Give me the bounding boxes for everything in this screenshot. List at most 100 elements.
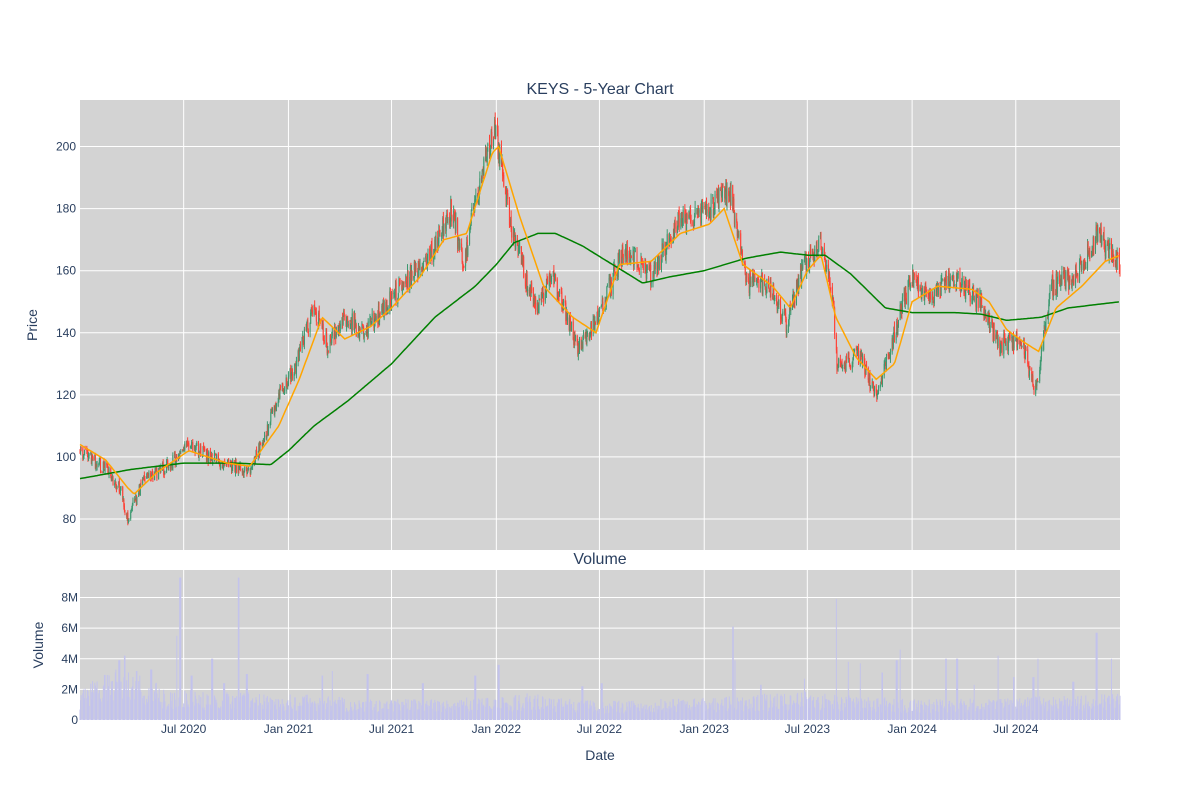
volume-bar — [913, 699, 915, 720]
volume-bar — [287, 700, 289, 720]
candle-body — [313, 304, 315, 315]
volume-bar — [1102, 707, 1104, 720]
candle-body — [1099, 232, 1101, 238]
volume-bar — [182, 707, 184, 720]
candle-body — [323, 338, 325, 342]
volume-bar — [928, 699, 930, 720]
candle-body — [346, 318, 348, 321]
volume-bar — [366, 674, 368, 720]
candle-body — [423, 260, 425, 262]
candle-body — [826, 265, 828, 270]
candle-body — [103, 469, 105, 471]
candle-body — [628, 253, 630, 261]
candle-body — [102, 471, 104, 473]
candle-body — [537, 308, 539, 311]
volume-bar — [374, 704, 376, 720]
volume-bar — [689, 709, 691, 720]
candle-body — [541, 292, 543, 298]
volume-bar — [214, 697, 216, 720]
volume-bar — [762, 710, 764, 720]
volume-bar — [1117, 693, 1119, 720]
volume-bar — [164, 701, 166, 720]
volume-bar — [341, 697, 343, 720]
volume-bar — [870, 707, 872, 720]
volume-bar — [593, 711, 595, 720]
volume-bar — [1023, 702, 1025, 720]
volume-bar — [1075, 699, 1077, 720]
candle-body — [166, 460, 168, 463]
volume-bar — [1004, 698, 1006, 720]
candle-body — [494, 120, 496, 138]
volume-bar — [166, 709, 168, 720]
candle-body — [957, 273, 959, 282]
volume-bar — [339, 706, 341, 720]
x-tick-label: Jul 2021 — [369, 722, 415, 736]
volume-bar — [805, 691, 807, 720]
volume-bar — [953, 710, 955, 720]
volume-bar — [660, 699, 662, 720]
volume-bar — [920, 700, 922, 720]
candle-body — [571, 322, 573, 331]
candle-body — [534, 296, 536, 304]
candle-body — [649, 265, 651, 269]
volume-bar — [325, 709, 327, 720]
volume-bar — [610, 706, 612, 720]
volume-bar — [979, 709, 981, 720]
volume-bar — [397, 699, 399, 720]
volume-bar — [883, 698, 885, 720]
volume-bar — [821, 708, 823, 720]
volume-bar — [369, 702, 371, 720]
volume-bar — [146, 698, 148, 720]
candle-body — [430, 244, 432, 246]
volume-bar — [329, 700, 331, 720]
volume-bar — [624, 711, 626, 720]
volume-bar — [1105, 709, 1107, 720]
volume-bar — [531, 709, 533, 720]
candle-body — [362, 327, 364, 328]
candle-body — [494, 119, 496, 136]
volume-bar — [110, 681, 112, 720]
candle-body — [780, 317, 782, 319]
candle-body — [674, 222, 676, 229]
candle-body — [418, 261, 420, 266]
volume-bar — [1081, 710, 1083, 720]
volume-bar — [1092, 707, 1094, 720]
volume-bar — [345, 711, 347, 720]
volume-bar — [94, 685, 96, 720]
volume-bar — [238, 577, 240, 720]
candle-body — [629, 258, 631, 263]
candle-body — [870, 388, 872, 389]
volume-bar — [560, 698, 562, 720]
candle-body — [879, 385, 881, 389]
volume-bar — [365, 701, 367, 720]
candle-body — [1092, 251, 1094, 253]
volume-panel-title: Volume — [573, 551, 626, 568]
candle-body — [633, 251, 635, 267]
volume-bar — [299, 705, 301, 720]
volume-bar — [234, 708, 236, 720]
candle-body — [128, 519, 130, 521]
volume-bar — [800, 701, 802, 720]
volume-bar — [347, 711, 349, 720]
volume-bar — [1079, 709, 1081, 720]
volume-bar — [246, 674, 248, 720]
volume-bar — [997, 655, 999, 720]
candle-body — [864, 361, 866, 375]
candle-body — [131, 508, 133, 510]
volume-bar — [813, 706, 815, 720]
candle-body — [540, 293, 542, 300]
candle-body — [267, 425, 269, 433]
volume-bar — [451, 705, 453, 720]
volume-bar — [641, 711, 643, 720]
volume-bar — [965, 705, 967, 720]
volume-bar — [674, 706, 676, 720]
volume-bar — [386, 701, 388, 720]
volume-bar — [323, 700, 325, 720]
candle-body — [343, 312, 345, 317]
candle-body — [365, 327, 367, 333]
volume-bar — [250, 700, 252, 720]
volume-bar — [266, 708, 268, 720]
candle-body — [242, 471, 244, 475]
volume-bar — [769, 694, 771, 720]
volume-bar — [88, 705, 90, 720]
